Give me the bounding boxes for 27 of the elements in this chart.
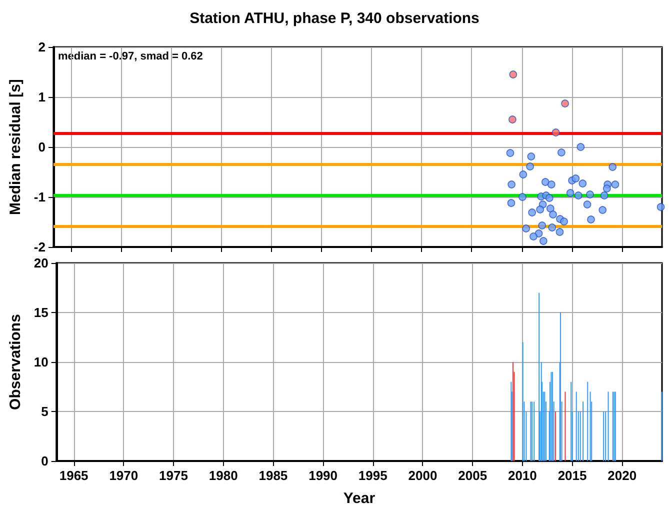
y-tick-label: 1: [38, 90, 46, 104]
y-tick-label: -1: [34, 190, 46, 204]
x-tick-label: 2010: [508, 468, 537, 483]
y-tick-label: 10: [34, 354, 48, 370]
x-tick-label: 2000: [408, 468, 438, 483]
y-tick-label: -2: [34, 240, 46, 254]
y-axis-title: Observations: [7, 314, 24, 410]
y-tick-label: 0: [41, 454, 48, 468]
x-tick-label: 1965: [59, 468, 88, 483]
y-tick-label: 2: [38, 40, 46, 54]
x-tick-label: 1990: [308, 468, 338, 483]
chart-title: Station ATHU, phase P, 340 observations: [190, 10, 480, 27]
y-tick-label: 0: [38, 140, 46, 154]
x-tick-label: 2015: [558, 468, 587, 483]
x-tick-label: 1970: [109, 468, 138, 483]
x-tick-label: 1985: [258, 468, 288, 483]
y-axis-title: Median residual [s]: [7, 79, 24, 215]
x-tick-label: 1975: [159, 468, 188, 483]
x-axis-title: Year: [343, 490, 376, 507]
y-tick-label: 20: [34, 256, 48, 270]
y-tick-label: 5: [41, 404, 48, 419]
x-tick-label: 1995: [358, 468, 388, 483]
annotation: median = -0.97, smad = 0.62: [58, 50, 203, 62]
x-tick-label: 1980: [208, 468, 238, 483]
x-tick-label: 2020: [608, 468, 637, 483]
y-tick-label: 15: [34, 305, 48, 320]
x-tick-label: 2005: [458, 468, 488, 483]
